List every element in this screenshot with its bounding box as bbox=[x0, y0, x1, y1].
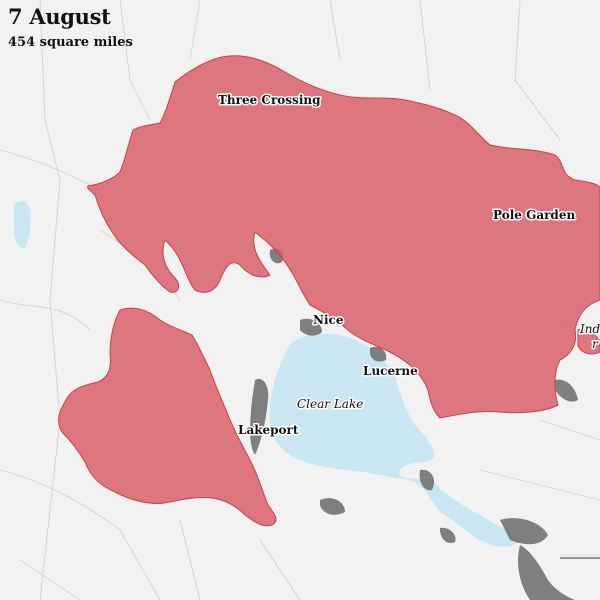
label-partial-right-2: r bbox=[592, 337, 599, 351]
fire-perimeter-south-west bbox=[58, 307, 277, 527]
fire-perimeter-north-east bbox=[87, 55, 600, 419]
urban-areas bbox=[250, 248, 578, 600]
label-nice: Nice bbox=[313, 313, 344, 327]
lake-arm bbox=[440, 480, 502, 513]
label-lakeport: Lakeport bbox=[238, 423, 299, 437]
page-title: 7 August bbox=[8, 4, 111, 29]
label-lucerne: Lucerne bbox=[363, 364, 418, 378]
label-clear-lake: Clear Lake bbox=[297, 397, 363, 411]
area-subtitle: 454 square miles bbox=[8, 35, 133, 50]
label-partial-right: Ind bbox=[579, 322, 600, 336]
fire-perimeters bbox=[58, 55, 600, 527]
label-three-crossing: Three Crossing bbox=[218, 93, 321, 107]
label-pole-garden: Pole Garden bbox=[493, 208, 575, 222]
small-lake bbox=[14, 200, 31, 249]
fire-perimeter-small bbox=[577, 329, 600, 355]
clear-lake-water bbox=[269, 333, 520, 547]
